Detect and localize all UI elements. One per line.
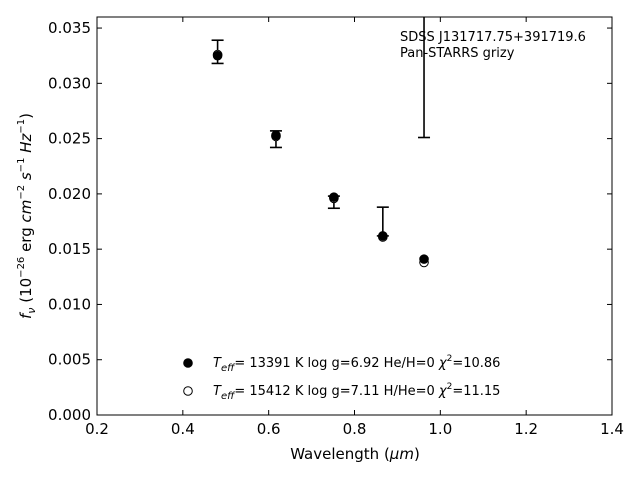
x-tick-label: 0.2 — [85, 420, 109, 438]
y-axis-label: fν (10−26 erg cm−2 s−1 Hz−1) — [16, 113, 38, 319]
legend-entry-1: Teff= 13391 K log g=6.92 He/H=0 χ2=10.86 — [213, 354, 500, 374]
y-tick-label: 0.025 — [48, 130, 91, 148]
y-tick-label: 0.010 — [48, 295, 91, 313]
model-point-filled — [271, 130, 281, 141]
model-point-filled — [329, 192, 339, 203]
x-tick-label: 1.2 — [514, 420, 538, 438]
x-tick-label: 1.0 — [428, 420, 452, 438]
data-layer — [211, 17, 431, 268]
legend-marker-open — [183, 386, 193, 396]
model-point-filled — [378, 231, 388, 241]
x-tick-label: 0.4 — [171, 420, 195, 438]
legend-entry-2: Teff= 15412 K log g=7.11 H/He=0 χ2=11.15 — [213, 382, 500, 402]
x-tick-label: 0.6 — [257, 420, 281, 438]
x-axis-label: Wavelength (μm) — [290, 445, 420, 463]
model-point-filled — [212, 50, 223, 61]
annotation-survey-name: Pan-STARRS grizy — [400, 46, 515, 61]
y-tick-label: 0.015 — [48, 240, 91, 258]
y-tick-label: 0.000 — [48, 406, 91, 424]
legend: Teff= 13391 K log g=6.92 He/H=0 χ2=10.86… — [183, 354, 500, 402]
y-tick-label: 0.005 — [48, 351, 91, 369]
x-axis-ticks: 0.2 0.4 0.6 0.8 1.0 1.2 1.4 — [85, 17, 624, 438]
y-tick-label: 0.035 — [48, 19, 91, 37]
x-tick-label: 0.8 — [343, 420, 367, 438]
model-point-filled — [419, 254, 429, 264]
legend-marker-filled — [183, 358, 193, 368]
y-tick-label: 0.030 — [48, 74, 91, 92]
y-axis-ticks: 0.000 0.005 0.010 0.015 0.020 0.025 0.030 0.035 — [48, 19, 612, 424]
x-tick-label: 1.4 — [600, 420, 624, 438]
annotation-object-name: SDSS J131717.75+391719.6 — [400, 30, 586, 45]
y-tick-label: 0.020 — [48, 185, 91, 203]
